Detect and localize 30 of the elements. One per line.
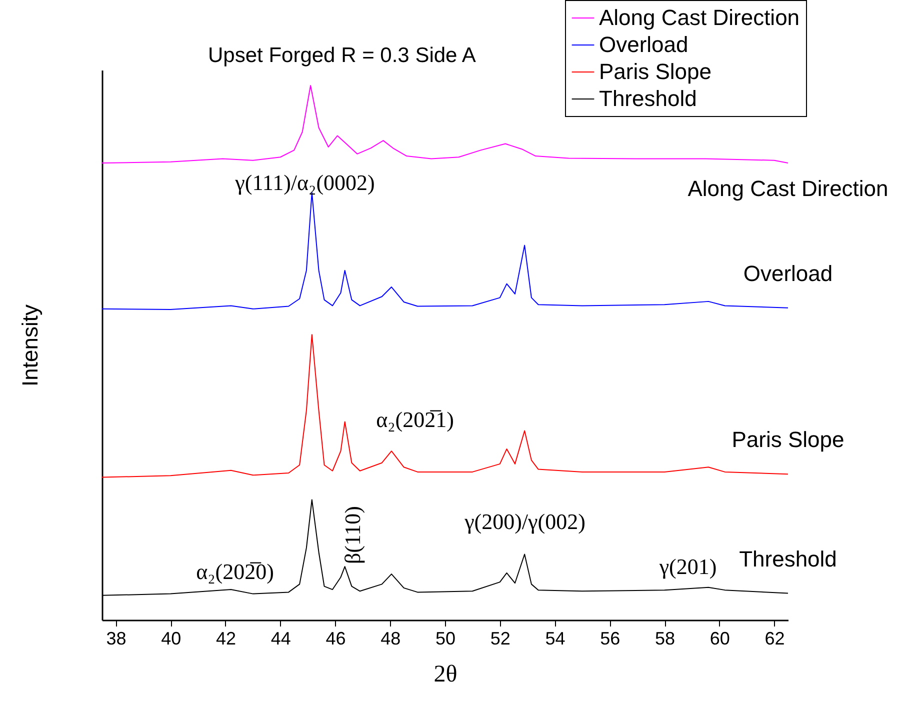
text: Overload [743, 260, 833, 286]
annotation: γ(201) [658, 554, 717, 579]
x-tick-label: 50 [435, 628, 456, 648]
x-tick-label: 48 [380, 628, 401, 648]
x-tick-label: 42 [216, 628, 236, 648]
x-axis-title: 2θ [434, 662, 458, 688]
annotation: α₂(202̅0) [196, 559, 274, 584]
legend-label: Overload [599, 32, 688, 57]
chart-title: Upset Forged R = 0.3 Side A [208, 44, 476, 67]
x-tick-label: 38 [106, 628, 126, 648]
text: Along Cast Direction [688, 176, 888, 202]
x-tick-label: 60 [710, 628, 730, 648]
x-tick-label: 56 [600, 628, 620, 648]
x-tick-label: 40 [161, 628, 182, 648]
annotation: γ(111)/α₂(0002) [234, 170, 375, 195]
text: Paris Slope [732, 427, 844, 452]
x-tick-label: 54 [545, 628, 566, 648]
y-axis-title: Intensity [18, 304, 42, 386]
annotation: γ(200)/γ(002) [464, 509, 586, 534]
legend-label: Along Cast Direction [599, 5, 800, 30]
x-tick-label: 52 [490, 628, 510, 648]
text: Threshold [739, 546, 837, 572]
legend-label: Threshold [599, 86, 697, 111]
legend-label: Paris Slope [599, 59, 712, 84]
x-tick-label: 62 [764, 628, 785, 648]
annotation: β(110) [340, 506, 365, 564]
x-tick-label: 58 [655, 628, 676, 648]
annotation: α₂(202̅1) [376, 407, 454, 432]
x-tick-label: 44 [270, 628, 291, 648]
x-tick-label: 46 [326, 628, 346, 648]
